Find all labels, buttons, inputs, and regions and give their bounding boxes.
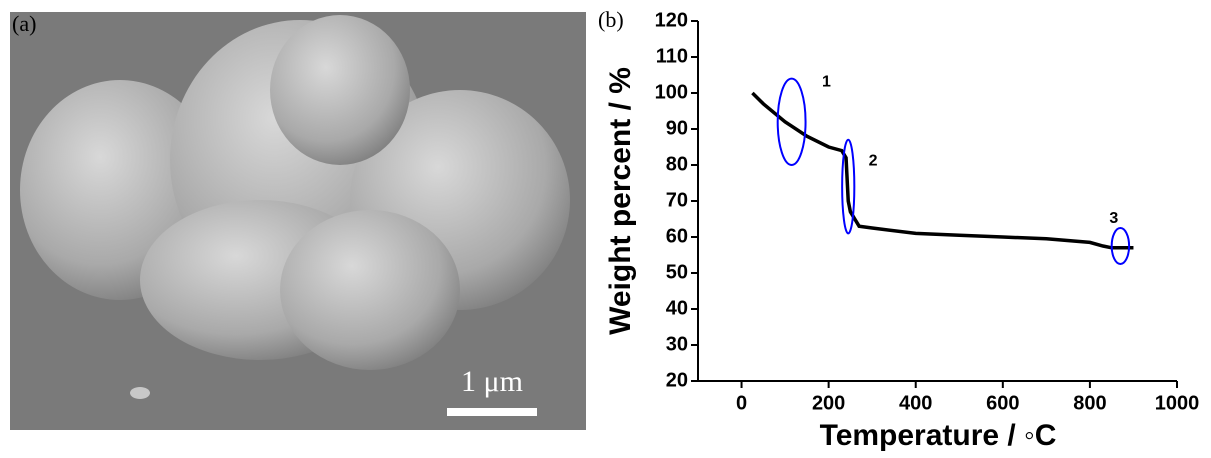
annotation-label: 2: [869, 153, 878, 170]
annotation-label: 1: [822, 73, 831, 90]
y-tick-label: 120: [655, 9, 688, 31]
x-tick-label: 200: [812, 392, 845, 414]
x-tick-label: 600: [986, 392, 1019, 414]
y-tick-label: 70: [666, 189, 688, 211]
annotation-circle: [1112, 228, 1129, 264]
y-axis-label: Weight percent / %: [604, 67, 637, 335]
annotation-circle: [778, 79, 806, 165]
y-tick-label: 20: [666, 369, 688, 391]
y-tick-label: 100: [655, 81, 688, 103]
y-tick-label: 40: [666, 297, 688, 319]
y-tick-label: 30: [666, 333, 688, 355]
scale-bar-label: 1 μm: [461, 365, 523, 398]
x-tick-label: 0: [736, 392, 747, 414]
figure: 1 μm (a) (b) Temperature / ◦C Weight per…: [0, 0, 1211, 458]
line: [752, 93, 1133, 248]
x-tick-label: 1000: [1155, 392, 1200, 414]
x-tick-label: 400: [899, 392, 932, 414]
annotation-label: 3: [1109, 210, 1118, 227]
panel-label: (a): [12, 11, 36, 36]
x-axis-label: Temperature / ◦C: [820, 419, 1057, 452]
y-tick-label: 80: [666, 153, 688, 175]
panel-label: (b): [598, 7, 624, 32]
sem-image: 1 μm (a): [10, 11, 586, 430]
x-tick-label: 800: [1073, 392, 1106, 414]
y-tick-label: 110: [656, 45, 688, 67]
y-tick-label: 50: [666, 261, 688, 283]
y-tick-label: 90: [666, 117, 688, 139]
y-tick-label: 60: [666, 225, 688, 247]
